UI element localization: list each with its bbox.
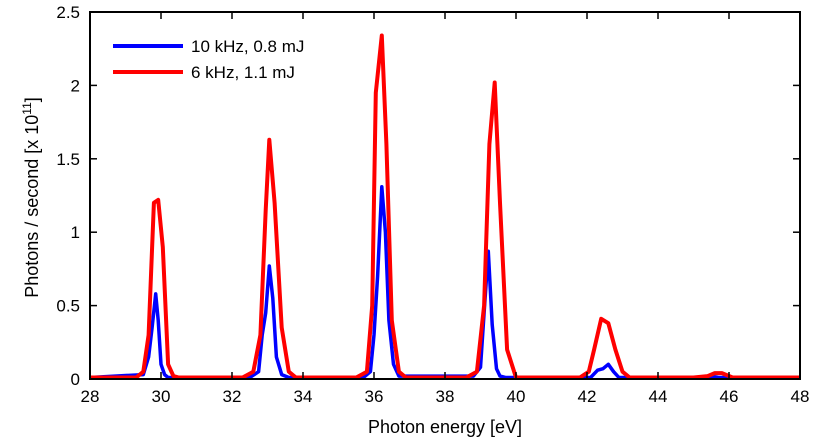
axes-box xyxy=(89,11,801,380)
y-axis-label-suffix: ] xyxy=(22,97,42,102)
x-tick-label: 40 xyxy=(507,387,526,406)
y-tick-label: 0 xyxy=(71,370,80,389)
x-tick-label: 28 xyxy=(81,387,100,406)
legend-label-1: 10 kHz, 0.8 mJ xyxy=(191,37,304,56)
x-tick-label: 38 xyxy=(436,387,455,406)
x-tick-label: 36 xyxy=(365,387,384,406)
y-tick-label: 1 xyxy=(71,223,80,242)
x-tick-label: 44 xyxy=(649,387,668,406)
y-tick-label: 2.5 xyxy=(56,3,80,22)
series-line-2 xyxy=(90,33,800,380)
y-axis-label-main: Photons / second [x 10 xyxy=(22,115,42,298)
x-tick-label: 46 xyxy=(720,387,739,406)
x-tick-label: 48 xyxy=(791,387,810,406)
y-axis-label-superscript: 11 xyxy=(20,102,34,115)
legend: 10 kHz, 0.8 mJ 6 kHz, 1.1 mJ xyxy=(113,37,304,82)
y-tick-label: 2 xyxy=(71,76,80,95)
series-line-1 xyxy=(89,184,800,380)
y-axis-label: Photons / second [x 1011] xyxy=(20,97,42,298)
tick-layer: 28 30 32 34 36 38 40 42 44 46 48 0 0.5 1 1.5 2 2.5 xyxy=(56,3,809,406)
x-tick-label: 34 xyxy=(294,387,313,406)
y-tick-label: 0.5 xyxy=(56,297,80,316)
x-axis-label: Photon energy [eV] xyxy=(368,417,522,437)
x-tick-label: 30 xyxy=(152,387,171,406)
x-tick-label: 32 xyxy=(223,387,242,406)
series-layer xyxy=(89,33,800,380)
y-tick-label: 1.5 xyxy=(56,150,80,169)
x-tick-label: 42 xyxy=(578,387,597,406)
legend-label-2: 6 kHz, 1.1 mJ xyxy=(191,63,295,82)
